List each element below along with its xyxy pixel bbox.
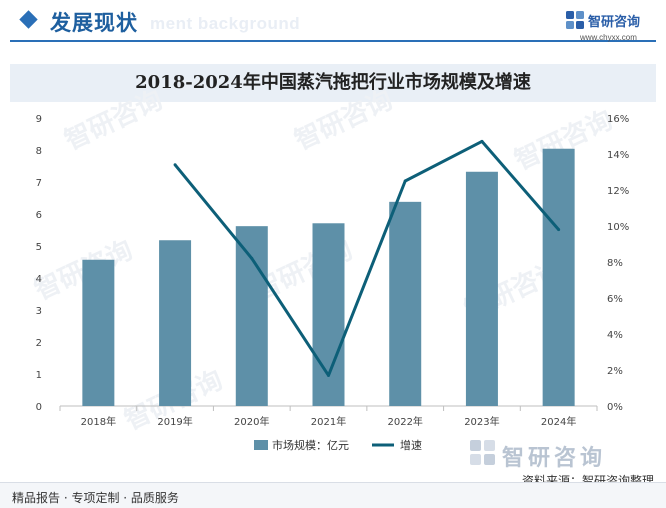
right-axis-tick-label: 6% bbox=[607, 294, 623, 305]
right-axis-tick-label: 14% bbox=[607, 150, 629, 161]
right-axis-tick-label: 16% bbox=[607, 114, 629, 125]
header: ment background 发展现状 智研咨询 www.chyxx.com bbox=[0, 0, 666, 44]
logo-icon bbox=[566, 11, 584, 29]
left-axis-tick-label: 8 bbox=[36, 146, 42, 157]
right-axis-tick-label: 8% bbox=[607, 258, 623, 269]
growth-point bbox=[557, 228, 561, 232]
growth-line bbox=[173, 139, 560, 377]
right-axis-tick-label: 4% bbox=[607, 330, 623, 341]
bar bbox=[465, 171, 498, 406]
x-axis-tick-label: 2021年 bbox=[311, 415, 346, 428]
legend-label-bar: 市场规模：亿元 bbox=[272, 438, 349, 452]
legend-label-line: 增速 bbox=[400, 438, 422, 452]
right-axis-tick-label: 0% bbox=[607, 402, 623, 413]
header-divider bbox=[10, 40, 656, 42]
x-axis-tick-label: 2022年 bbox=[387, 415, 422, 428]
x-axis-tick-label: 2018年 bbox=[81, 415, 116, 428]
x-axis-tick-label: 2024年 bbox=[541, 415, 576, 428]
left-axis-tick-label: 7 bbox=[36, 178, 42, 189]
left-axis-tick-label: 3 bbox=[36, 306, 42, 317]
left-axis-tick-label: 9 bbox=[36, 114, 42, 125]
bar bbox=[389, 201, 422, 406]
section-title: 发展现状 bbox=[50, 11, 138, 35]
line-series bbox=[173, 139, 561, 377]
growth-point bbox=[173, 163, 177, 167]
growth-point bbox=[250, 256, 254, 260]
right-axis-tick-label: 10% bbox=[607, 222, 629, 233]
right-axis-tick-label: 2% bbox=[607, 366, 623, 377]
bar bbox=[159, 240, 192, 406]
logo-url: www.chyxx.com bbox=[580, 33, 637, 42]
left-axis-tick-label: 5 bbox=[36, 242, 42, 253]
watermark-text: 智研咨询 bbox=[290, 84, 397, 156]
growth-point bbox=[480, 139, 484, 143]
chart-title: 2018-2024年中国蒸汽拖把行业市场规模及增速 bbox=[135, 72, 531, 93]
left-axis-tick-label: 1 bbox=[36, 370, 42, 381]
logo-name: 智研咨询 bbox=[588, 15, 641, 30]
x-axis-tick-label: 2020年 bbox=[234, 415, 269, 428]
bar bbox=[312, 223, 345, 406]
footer-tagline: 精品报告 · 专项定制 · 品质服务 bbox=[12, 491, 179, 505]
left-axis-tick-label: 4 bbox=[36, 274, 42, 285]
growth-point bbox=[403, 179, 407, 183]
title-band bbox=[10, 64, 656, 102]
bottom-logo: 智研咨询 bbox=[470, 440, 660, 471]
bar bbox=[235, 226, 268, 406]
left-axis-tick-label: 0 bbox=[36, 402, 42, 413]
growth-point bbox=[327, 373, 330, 377]
watermark-text: 智研咨询 bbox=[60, 84, 167, 156]
right-axis-ticks: 0% 2% 4% 6% 8% 10% 12% 14% 16% bbox=[607, 114, 629, 413]
bar bbox=[82, 259, 115, 406]
bar bbox=[542, 148, 575, 406]
background-word: ment background bbox=[150, 14, 301, 33]
x-axis-ticks: 2018年 2019年 2020年 2021年 2022年 2023年 2024年 bbox=[59, 406, 598, 428]
x-axis-tick-label: 2023年 bbox=[464, 415, 499, 428]
left-axis-tick-label: 6 bbox=[36, 210, 42, 221]
bar-series bbox=[82, 148, 575, 406]
bottom-logo-name: 智研咨询 bbox=[502, 446, 607, 471]
left-axis-ticks: 0 1 2 3 4 5 6 7 8 9 bbox=[36, 114, 42, 413]
legend: 市场规模：亿元 增速 bbox=[254, 438, 422, 452]
left-axis-tick-label: 2 bbox=[36, 338, 42, 349]
brand-logo[interactable]: 智研咨询 www.chyxx.com bbox=[566, 11, 656, 45]
footer: 精品报告 · 专项定制 · 品质服务 bbox=[0, 482, 666, 508]
right-axis-tick-label: 12% bbox=[607, 186, 629, 197]
logo-icon bbox=[470, 440, 495, 465]
x-axis-tick-label: 2019年 bbox=[157, 415, 192, 428]
legend-swatch-bar bbox=[254, 440, 268, 450]
